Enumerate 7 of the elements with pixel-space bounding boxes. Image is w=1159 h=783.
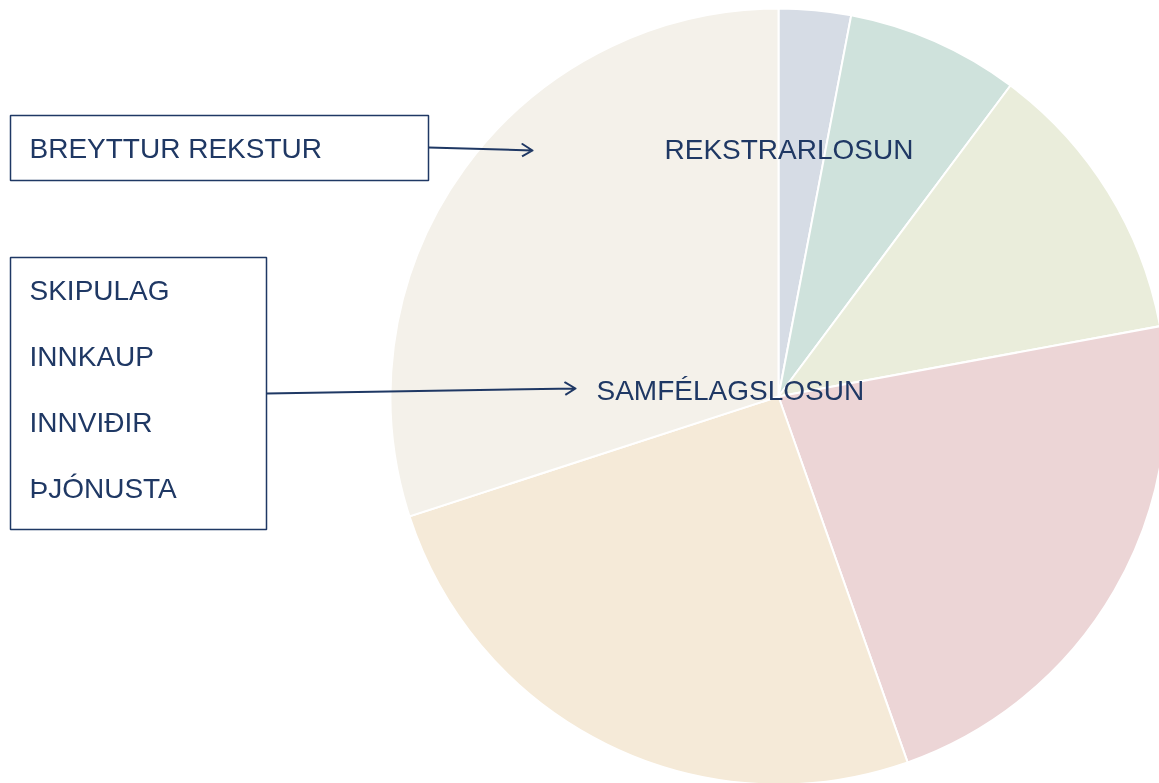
text: SKIPULAG bbox=[29, 275, 170, 306]
text: INNVIÐIR bbox=[29, 407, 153, 438]
text: BREYTTUR REKSTUR bbox=[29, 133, 322, 164]
text: INNKAUP bbox=[29, 341, 154, 372]
text: ÞJÓNUSTA bbox=[29, 473, 178, 504]
text: REKSTRARLOSUN bbox=[664, 134, 914, 165]
text: SAMFÉLAGSLOSUN bbox=[596, 375, 865, 406]
